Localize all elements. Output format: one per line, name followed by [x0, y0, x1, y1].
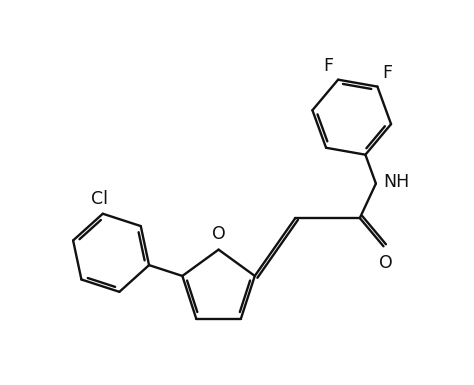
Text: F: F [323, 57, 333, 75]
Text: O: O [212, 226, 226, 243]
Text: O: O [379, 254, 393, 272]
Text: Cl: Cl [91, 189, 108, 208]
Text: NH: NH [383, 173, 410, 191]
Text: F: F [383, 64, 392, 82]
